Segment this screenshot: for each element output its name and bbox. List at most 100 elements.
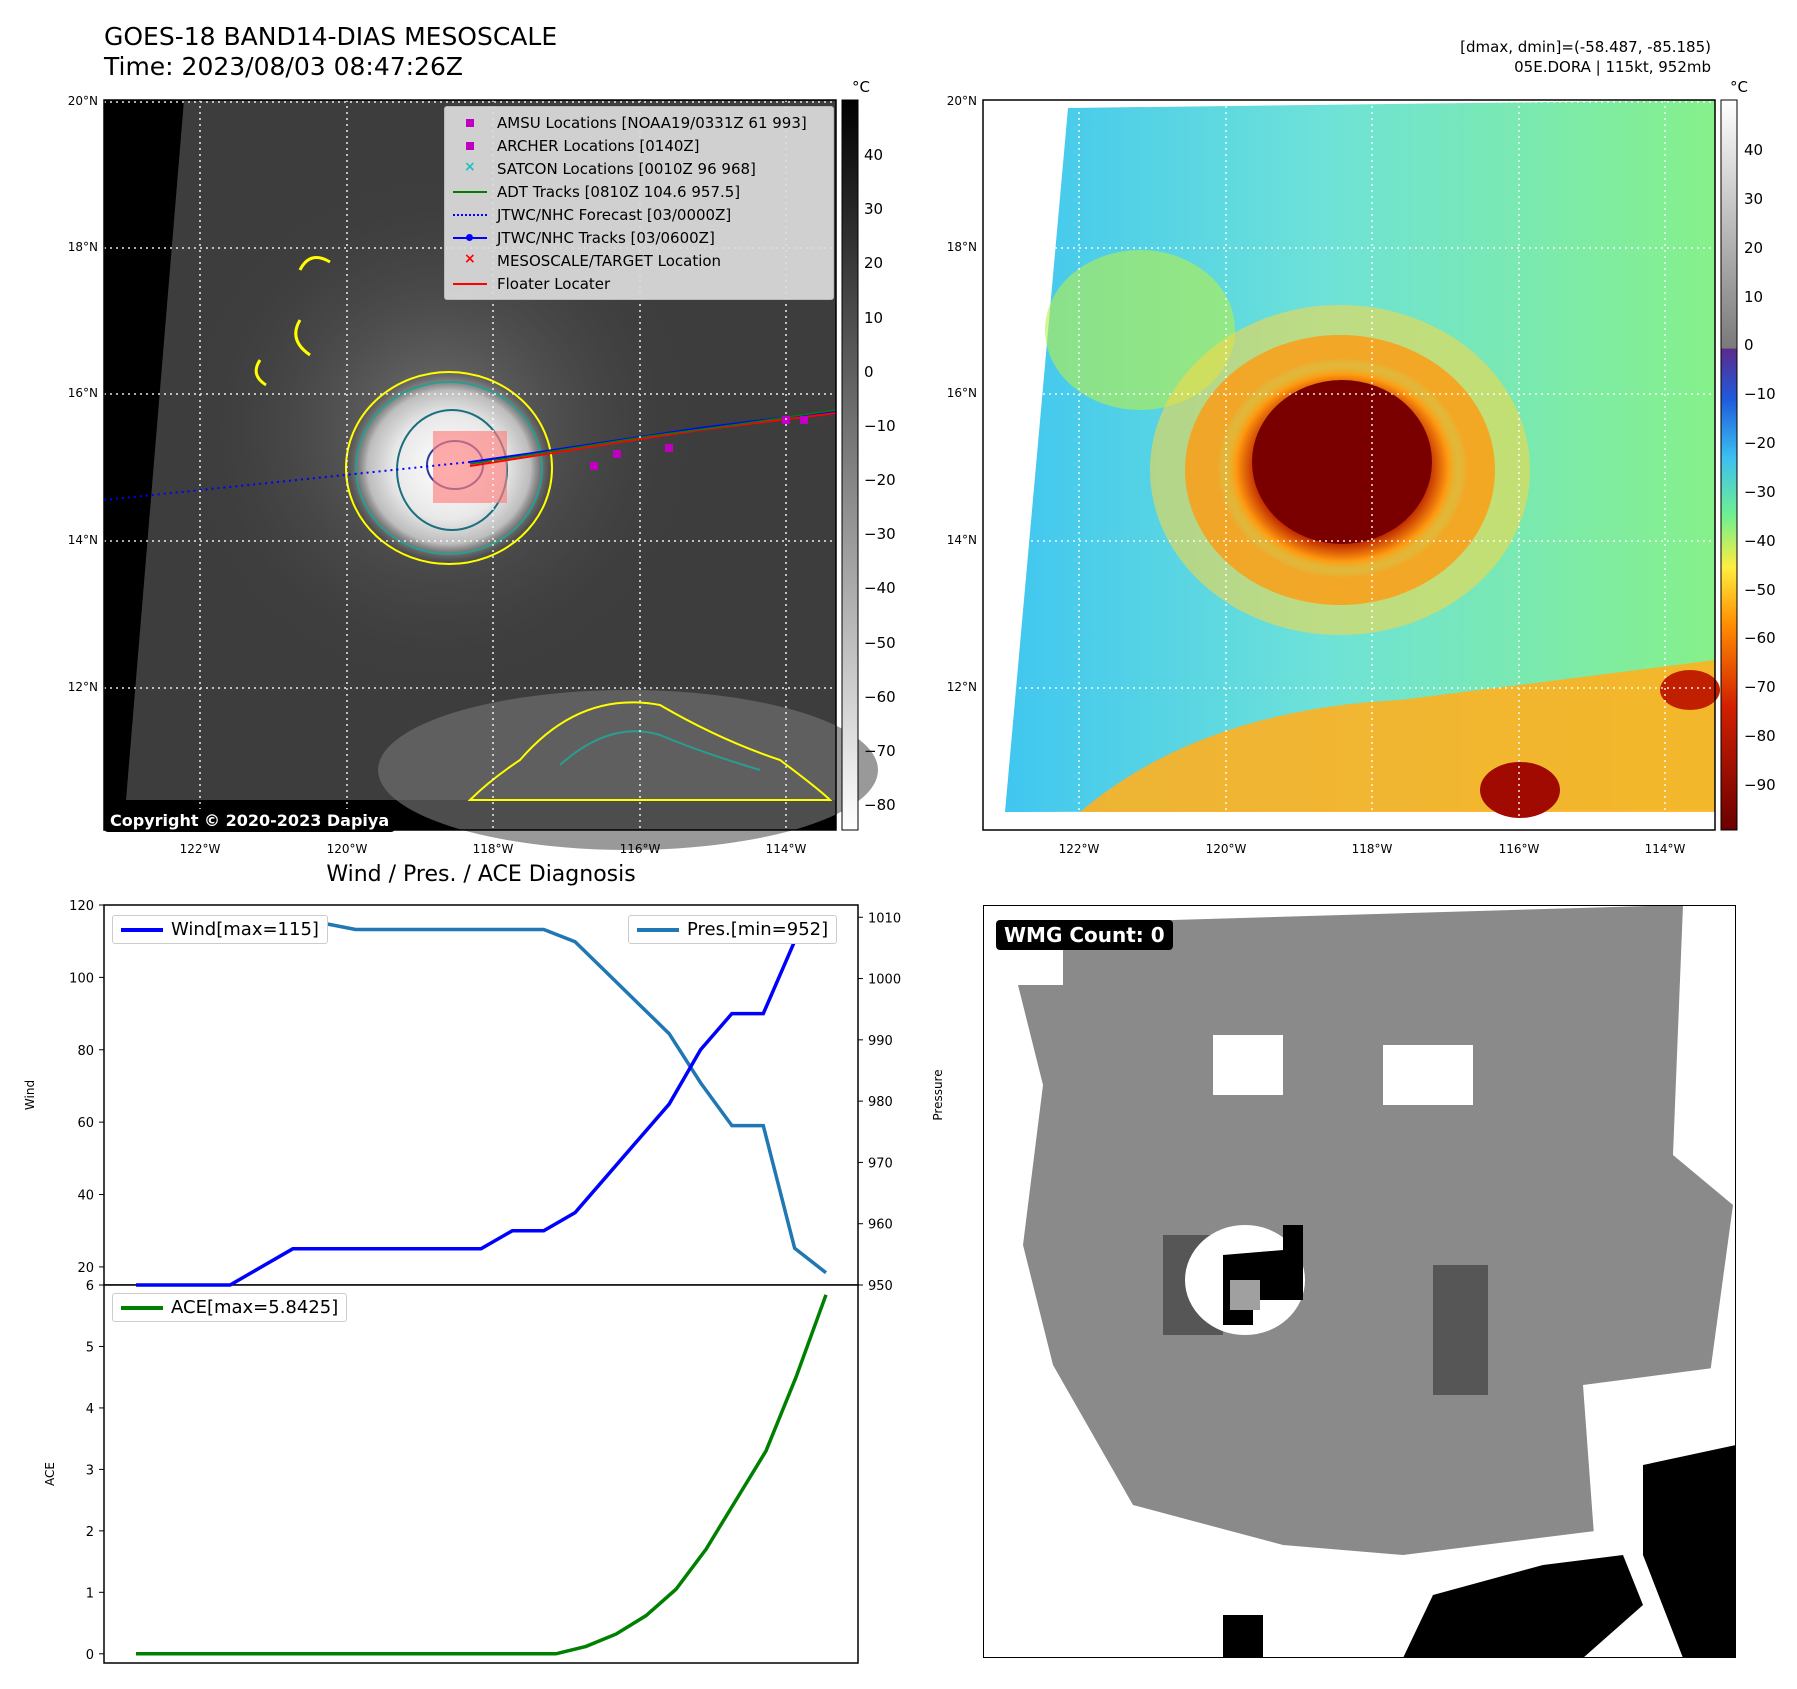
legend-label: Floater Locater [497, 274, 611, 293]
ace-legend-line [121, 1305, 163, 1310]
legend-label: ADT Tracks [0810Z 104.6 957.5] [497, 182, 741, 201]
wind-legend-label: Wind[max=115] [171, 919, 319, 940]
colorbar-tick-label: −10 [1744, 385, 1776, 404]
ace-axis-label: ACE [43, 1462, 57, 1486]
lon-tick-label: 114°W [1644, 842, 1686, 856]
pressure-tick-label: 950 [868, 1279, 893, 1294]
colorbar-tick-label: −50 [864, 633, 896, 652]
legend-label: SATCON Locations [0010Z 96 968] [497, 159, 756, 178]
pressure-tick-label: 1010 [868, 911, 901, 926]
lon-tick-label: 118°W [1351, 842, 1393, 856]
colorbar-tick-label: −40 [1744, 531, 1776, 550]
lat-tick-label: 20°N [67, 94, 98, 108]
lat-tick-label: 18°N [67, 240, 98, 254]
pressure-legend: Pres.[min=952] [628, 915, 838, 944]
colorbar-tick-label: −40 [864, 579, 896, 598]
colorbar-tick-label: 0 [1744, 336, 1754, 355]
colorbar-tick-label: −80 [1744, 727, 1776, 746]
ace-series-line [136, 1294, 828, 1656]
blue-dotted-line-icon [451, 208, 489, 222]
colorbar-tick-label: −50 [1744, 580, 1776, 599]
pressure-tick-label: 990 [868, 1034, 893, 1049]
figure-time: Time: 2023/08/03 08:47:26Z [104, 52, 463, 81]
colorbar-tick-label: −90 [1744, 776, 1776, 794]
lat-tick-label: 14°N [946, 533, 977, 547]
wind-tick-label: 100 [69, 971, 94, 986]
pressure-axis-label: Pressure [931, 1069, 945, 1120]
diagnosis-title: Wind / Pres. / ACE Diagnosis [326, 862, 636, 887]
colorbar-tick-label: −70 [1744, 678, 1776, 697]
colorbar-tick-label: 0 [864, 362, 874, 381]
lat-tick-label: 12°N [67, 680, 98, 694]
ace-axes [103, 1284, 859, 1664]
ace-tick-label: 0 [86, 1648, 94, 1663]
wind-tick-label: 80 [77, 1044, 94, 1059]
ace-tick-label: 5 [86, 1340, 94, 1355]
wind-legend-line [121, 927, 163, 932]
lon-tick-label: 116°W [1498, 842, 1540, 856]
lat-tick-label: 18°N [946, 240, 977, 254]
wind-tick-label: 120 [69, 899, 94, 914]
colorbar-tick-label: −20 [864, 471, 896, 489]
legend-label: ARCHER Locations [0140Z] [497, 136, 700, 155]
lat-tick-label: 12°N [946, 680, 977, 694]
left-colorbar-unit: °C [852, 78, 870, 96]
wind-pressure-axes [103, 904, 859, 1286]
legend-entry: × MESOSCALE/TARGET Location [451, 249, 827, 272]
wind-tick-label: 60 [77, 1116, 94, 1131]
left-map-panel [103, 99, 1738, 850]
legend-entry: AMSU Locations [NOAA19/0331Z 61 993] [451, 111, 827, 134]
lon-tick-label: 122°W [179, 842, 221, 856]
ace-tick-label: 3 [86, 1463, 94, 1478]
pressure-tick-label: 1000 [868, 973, 901, 988]
colorbar-tick-label: −80 [864, 796, 896, 814]
wmg-count-label: WMG Count: 0 [996, 920, 1173, 950]
dminmax-label: [dmax, dmin]=(-58.487, -85.185) [1460, 38, 1711, 56]
ace-legend: ACE[max=5.8425] [112, 1293, 348, 1322]
colorbar-tick-label: 20 [864, 254, 884, 273]
pressure-tick-label: 960 [868, 1218, 893, 1233]
colorbar-tick-label: −70 [864, 741, 896, 760]
magenta-square-icon [451, 139, 489, 153]
lat-tick-label: 14°N [67, 533, 98, 547]
legend-entry: × SATCON Locations [0010Z 96 968] [451, 157, 827, 180]
copyright-label: Copyright © 2020-2023 Dapiya [104, 809, 396, 832]
lon-tick-label: 120°W [1205, 842, 1247, 856]
legend-label: MESOSCALE/TARGET Location [497, 251, 722, 270]
colorbar-tick-label: −20 [1744, 434, 1776, 453]
legend-entry: ADT Tracks [0810Z 104.6 957.5] [451, 180, 827, 203]
ace-legend-label: ACE[max=5.8425] [171, 1297, 339, 1318]
pressure-legend-label: Pres.[min=952] [687, 919, 829, 940]
left-map-legend: AMSU Locations [NOAA19/0331Z 61 993] ARCH… [444, 106, 834, 300]
lat-tick-label: 20°N [946, 94, 977, 108]
pressure-legend-line [637, 927, 679, 932]
legend-entry: JTWC/NHC Forecast [03/0000Z] [451, 203, 827, 226]
pressure-tick-label: 970 [868, 1156, 893, 1171]
colorbar-tick-label: −30 [864, 525, 896, 544]
legend-entry: ARCHER Locations [0140Z] [451, 134, 827, 157]
colorbar-tick-label: 30 [1744, 189, 1764, 208]
colorbar-tick-label: −30 [1744, 482, 1776, 501]
wmg-panel [983, 905, 1736, 1658]
colorbar-tick-label: −60 [864, 687, 896, 706]
colorbar-tick-label: −10 [864, 416, 896, 435]
colorbar-tick-label: 40 [864, 146, 884, 164]
legend-label: AMSU Locations [NOAA19/0331Z 61 993] [497, 113, 807, 132]
lon-tick-label: 122°W [1058, 842, 1100, 856]
colorbar-tick-label: 30 [864, 200, 884, 219]
ace-tick-label: 1 [86, 1586, 94, 1601]
wind-legend: Wind[max=115] [112, 915, 328, 944]
lat-tick-label: 16°N [946, 386, 977, 400]
wind-series-line [136, 921, 827, 1287]
wind-pressure-ace-chart: 2040608010012095096097098099010001010Win… [23, 899, 945, 1664]
red-line-icon [451, 277, 489, 291]
lon-tick-label: 118°W [472, 842, 514, 856]
colorbar-tick-label: 40 [1744, 141, 1764, 159]
colorbar-tick-label: 10 [864, 308, 884, 327]
magenta-square-icon [451, 116, 489, 130]
red-x-icon: × [464, 250, 476, 267]
wind-tick-label: 40 [77, 1189, 94, 1204]
figure-title: GOES-18 BAND14-DIAS MESOSCALE [104, 22, 558, 51]
ace-tick-label: 4 [86, 1402, 94, 1417]
wind-tick-label: 20 [77, 1261, 94, 1276]
